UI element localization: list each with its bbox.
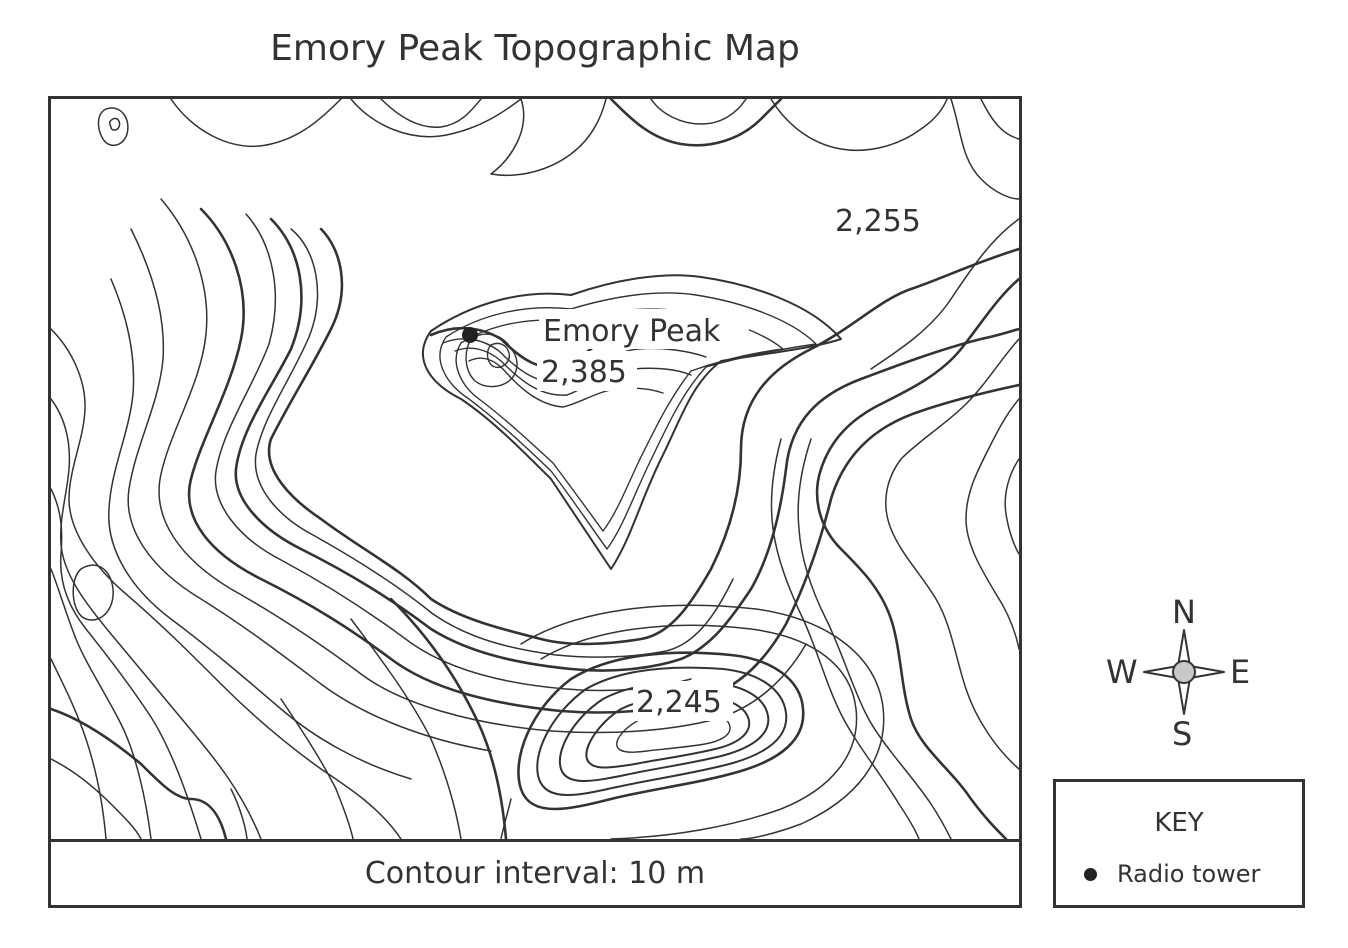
ridge-contours [187, 207, 1019, 714]
south-hill-contours [500, 604, 885, 839]
compass-north: N [1172, 593, 1196, 631]
southwest-contours [51, 597, 508, 839]
topographic-contours: Emory Peak 2,385 2,255 2,245 [51, 99, 1019, 839]
key-item-label: Radio tower [1117, 860, 1261, 888]
map-key: KEY Radio tower [1053, 779, 1305, 908]
filled-dot-icon [1084, 867, 1097, 881]
map-title: Emory Peak Topographic Map [270, 28, 800, 69]
thin-contours [51, 107, 807, 839]
ne-elevation-label: 2,255 [835, 204, 921, 239]
peak-name-label: Emory Peak [543, 314, 721, 349]
compass-east: E [1230, 653, 1251, 691]
compass-west: W [1106, 653, 1138, 691]
radio-tower-marker [462, 327, 478, 343]
compass-south: S [1172, 715, 1193, 753]
compass-rose: N S E W [1106, 594, 1262, 754]
contour-interval-label: Contour interval: 10 m [51, 839, 1019, 905]
key-item-radio-tower: Radio tower [1084, 860, 1260, 888]
compass-center-icon [1172, 660, 1196, 684]
map-labels: Emory Peak 2,385 2,255 2,245 [537, 199, 931, 721]
map-frame: Emory Peak 2,385 2,255 2,245 Contour int… [48, 96, 1022, 908]
south-hill-elevation-label: 2,245 [636, 685, 722, 720]
key-title: KEY [1154, 808, 1204, 838]
north-edge-contours [170, 99, 1019, 200]
peak-elevation-label: 2,385 [541, 355, 627, 390]
east-contours [770, 218, 1019, 839]
compass-star-icon [1143, 629, 1225, 715]
